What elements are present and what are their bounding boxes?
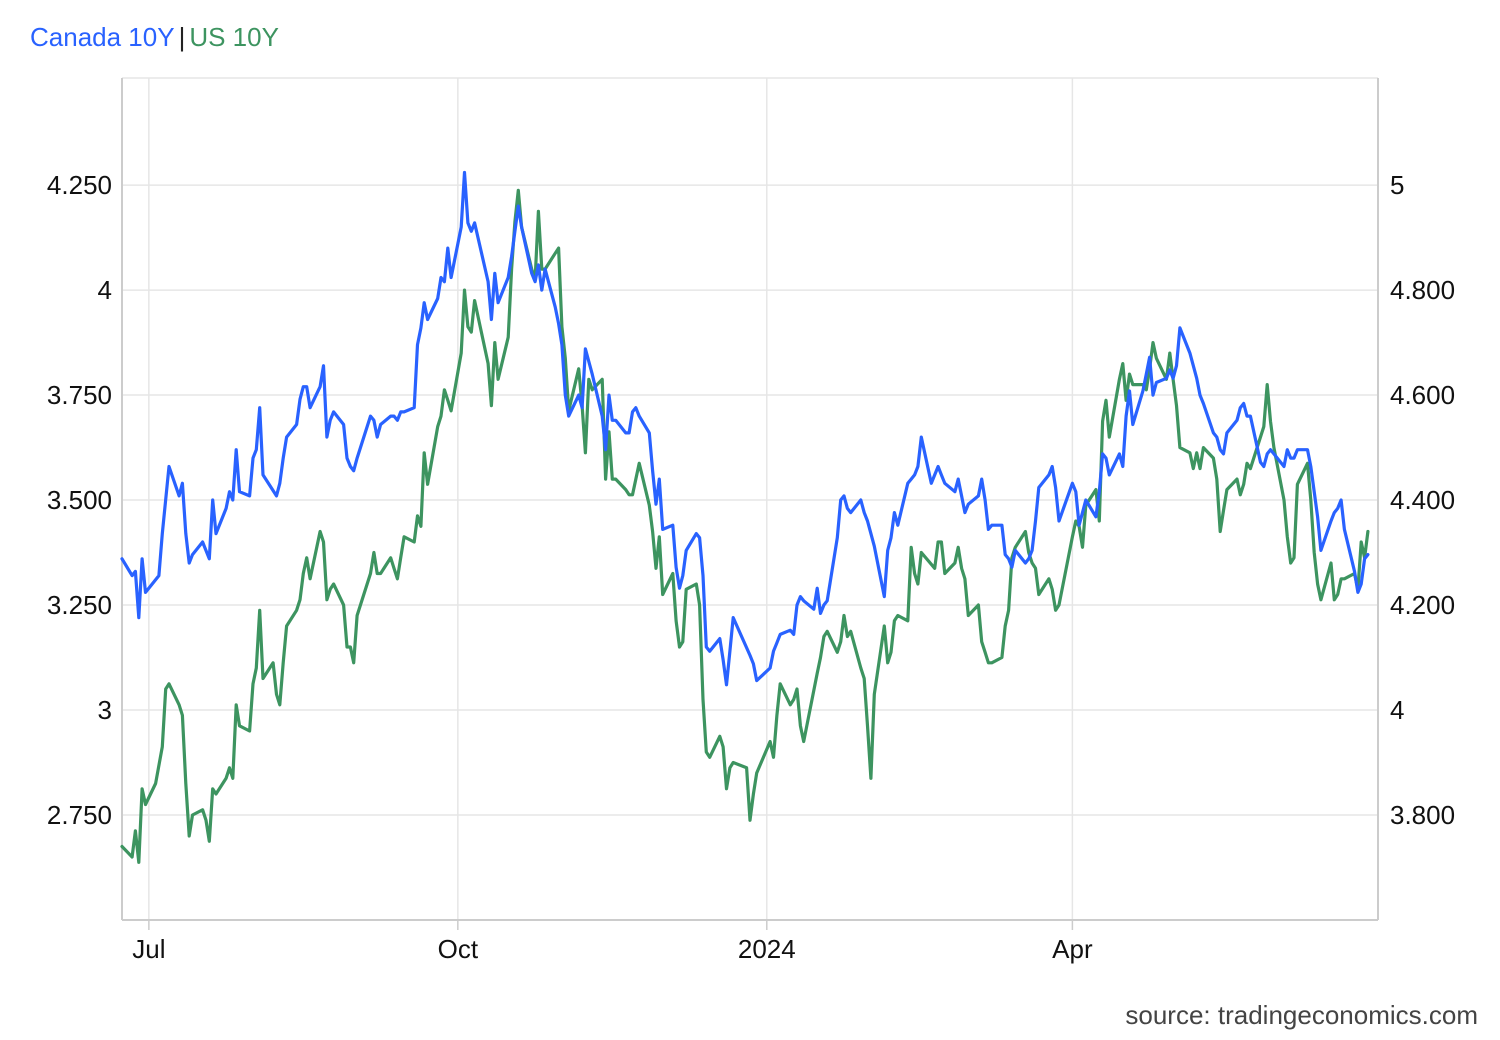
y-right-tick-label: 4.200 (1390, 590, 1455, 620)
y-left-tick-label: 4.250 (47, 170, 112, 200)
y-left-tick-label: 2.750 (47, 800, 112, 830)
chart-tick-labels: 2.750 3 3.250 3.500 3.750 4 4.250 3.800 4 4.200 4.… (47, 170, 1455, 964)
x-tick-label: 2024 (738, 934, 796, 964)
series-line-canada-10y (120, 170, 1370, 687)
x-tick-label: Oct (438, 934, 479, 964)
y-left-tick-label: 3.500 (47, 485, 112, 515)
y-left-tick-label: 3.250 (47, 590, 112, 620)
y-right-tick-label: 4.600 (1390, 380, 1455, 410)
y-left-tick-label: 3 (98, 695, 112, 725)
chart-grid (122, 77, 1378, 920)
source-attribution: source: tradingeconomics.com (1125, 1000, 1478, 1030)
y-left-tick-label: 4 (98, 275, 112, 305)
legend-separator: | (178, 22, 186, 52)
x-tick-label: Jul (132, 934, 165, 964)
x-tick-label: Apr (1052, 934, 1093, 964)
y-right-tick-label: 5 (1390, 170, 1404, 200)
y-right-tick-label: 3.800 (1390, 800, 1455, 830)
legend-canada-10y[interactable]: Canada 10Y (30, 22, 175, 52)
chart-legend: Canada 10Y | US 10Y (30, 22, 279, 53)
chart-axes (121, 78, 1379, 930)
y-right-tick-label: 4.800 (1390, 275, 1455, 305)
chart-series (120, 170, 1370, 864)
y-left-tick-label: 3.750 (47, 380, 112, 410)
y-right-tick-label: 4.400 (1390, 485, 1455, 515)
legend-us-10y[interactable]: US 10Y (189, 22, 279, 52)
y-right-tick-label: 4 (1390, 695, 1404, 725)
series-line-us-10y (120, 188, 1370, 864)
